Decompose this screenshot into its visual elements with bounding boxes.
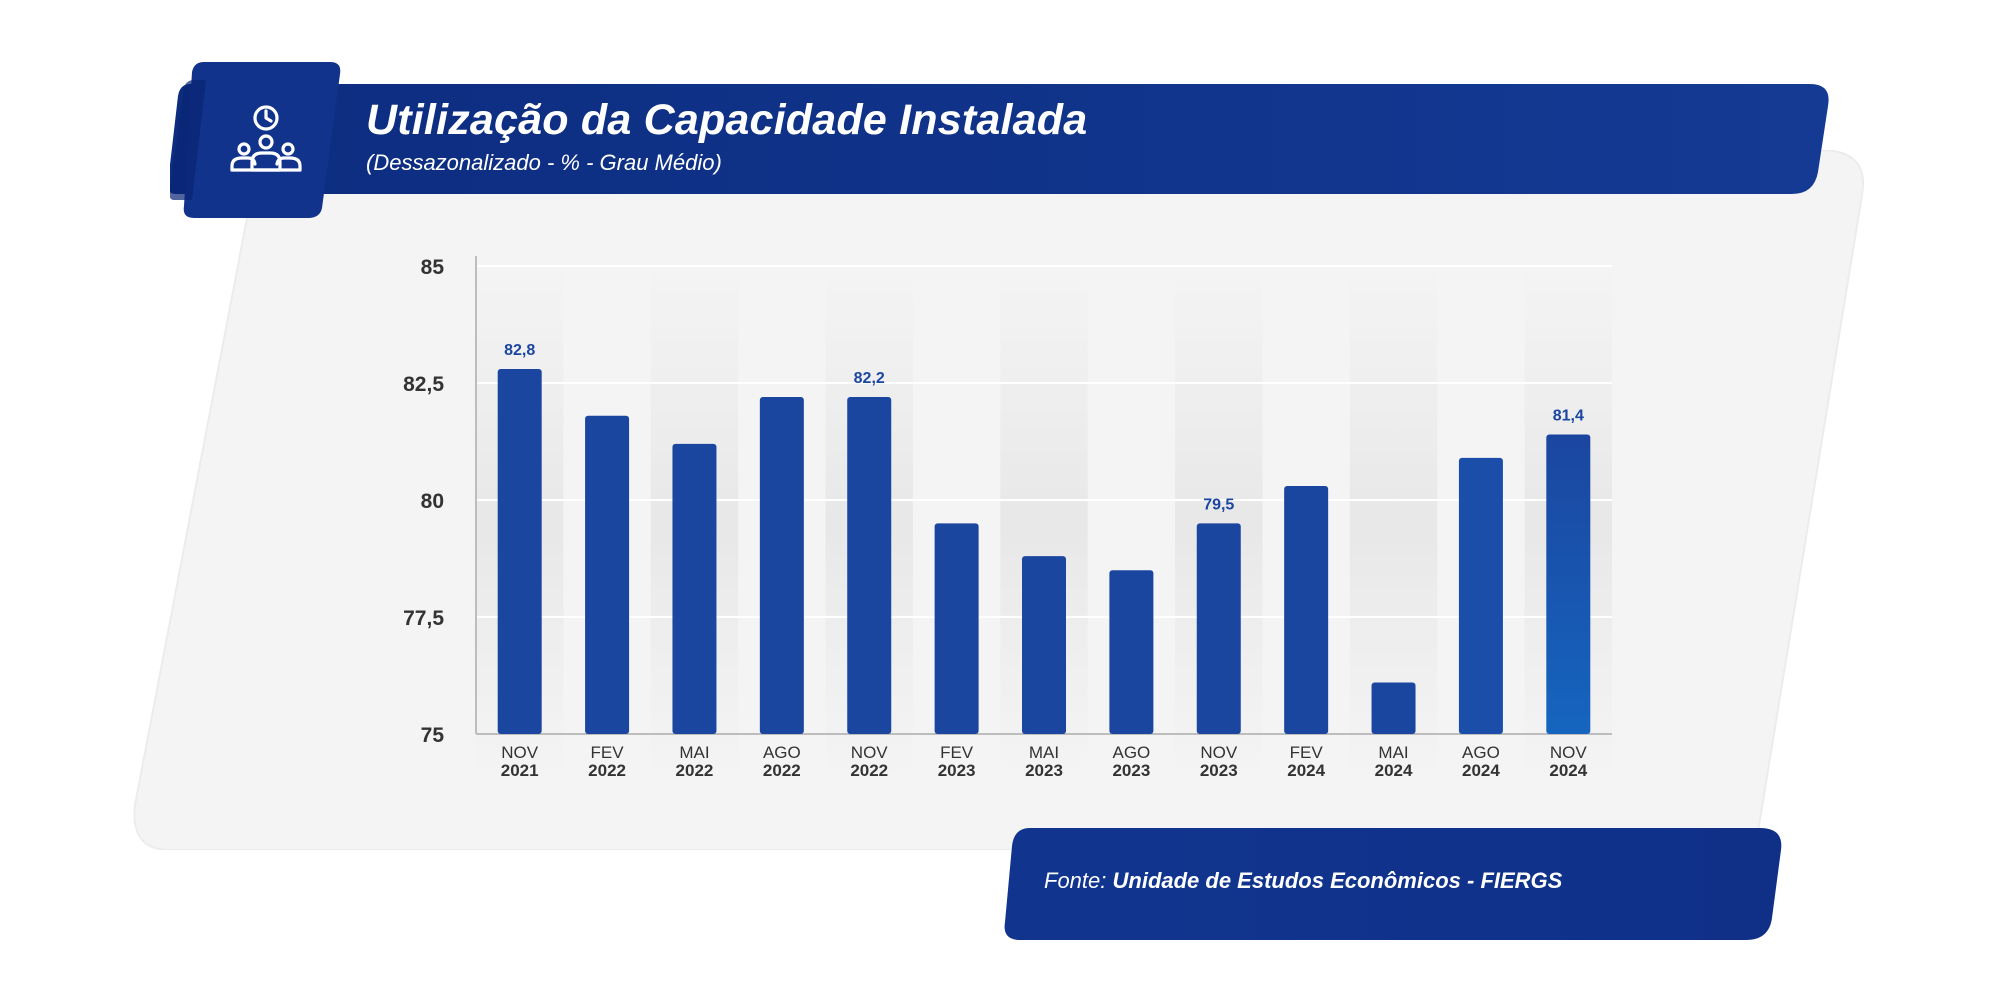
x-tick-month: NOV [1550, 743, 1588, 762]
x-tick-month: AGO [763, 743, 801, 762]
data-label: 81,4 [1553, 407, 1584, 424]
chart-plot: 7577,58082,585NOV2021FEV2022MAI2022AGO20… [403, 256, 1612, 794]
x-tick-year: 2022 [588, 761, 626, 780]
x-tick-month: NOV [1200, 743, 1238, 762]
bar [497, 368, 542, 734]
x-tick-month: FEV [1290, 743, 1324, 762]
x-tick-month: MAI [679, 743, 709, 762]
source-banner [1004, 828, 1784, 940]
chart-title: Utilização da Capacidade Instalada [366, 96, 1088, 144]
x-tick-year: 2021 [501, 761, 539, 780]
x-tick-year: 2023 [1025, 761, 1063, 780]
bar [672, 443, 717, 734]
data-label: 82,8 [504, 342, 535, 359]
x-tick-month: FEV [940, 743, 974, 762]
x-tick-year: 2022 [850, 761, 888, 780]
source-prefix: Fonte: [1044, 868, 1107, 893]
data-label: 79,5 [1203, 496, 1234, 513]
y-tick-label: 82,5 [403, 373, 444, 396]
x-tick-year: 2024 [1462, 761, 1500, 780]
data-label: 82,2 [854, 370, 885, 387]
bar [1109, 570, 1154, 734]
x-tick-year: 2024 [1375, 761, 1413, 780]
bar [1196, 523, 1241, 734]
x-tick-year: 2023 [1112, 761, 1150, 780]
source-name: Unidade de Estudos Econômicos - FIERGS [1112, 868, 1563, 893]
y-tick-label: 85 [421, 256, 445, 279]
bar [934, 523, 979, 734]
x-tick-year: 2024 [1549, 761, 1587, 780]
x-tick-month: NOV [851, 743, 889, 762]
y-tick-label: 75 [421, 724, 445, 747]
icon-tile [170, 60, 350, 220]
chart-subtitle: (Dessazonalizado - % - Grau Médio) [366, 150, 722, 175]
y-tick-label: 77,5 [403, 607, 444, 630]
x-tick-month: NOV [501, 743, 539, 762]
x-tick-month: MAI [1029, 743, 1059, 762]
x-tick-year: 2022 [763, 761, 801, 780]
bar [847, 397, 892, 734]
bar [1546, 434, 1591, 734]
bar [1458, 457, 1503, 734]
people-clock-icon [230, 105, 302, 172]
x-tick-month: AGO [1112, 743, 1150, 762]
bar [1284, 485, 1329, 734]
x-tick-month: AGO [1462, 743, 1500, 762]
x-tick-year: 2023 [938, 761, 976, 780]
bar-chart: 75 77,5 80 82,5 85 NOV 2021 FEV 2022 MAI 2022 AGO 20… [380, 230, 1640, 800]
bar [1371, 682, 1416, 734]
y-tick-label: 80 [421, 490, 444, 513]
x-tick-year: 2024 [1287, 761, 1325, 780]
source-note: Fonte: Unidade de Estudos Econômicos - F… [1044, 868, 1562, 894]
bar [585, 415, 630, 734]
bar [759, 397, 804, 734]
x-tick-year: 2023 [1200, 761, 1238, 780]
x-tick-month: FEV [591, 743, 625, 762]
x-tick-year: 2022 [676, 761, 714, 780]
title-banner [170, 84, 1830, 194]
bar [1022, 556, 1066, 734]
x-tick-month: MAI [1378, 743, 1408, 762]
